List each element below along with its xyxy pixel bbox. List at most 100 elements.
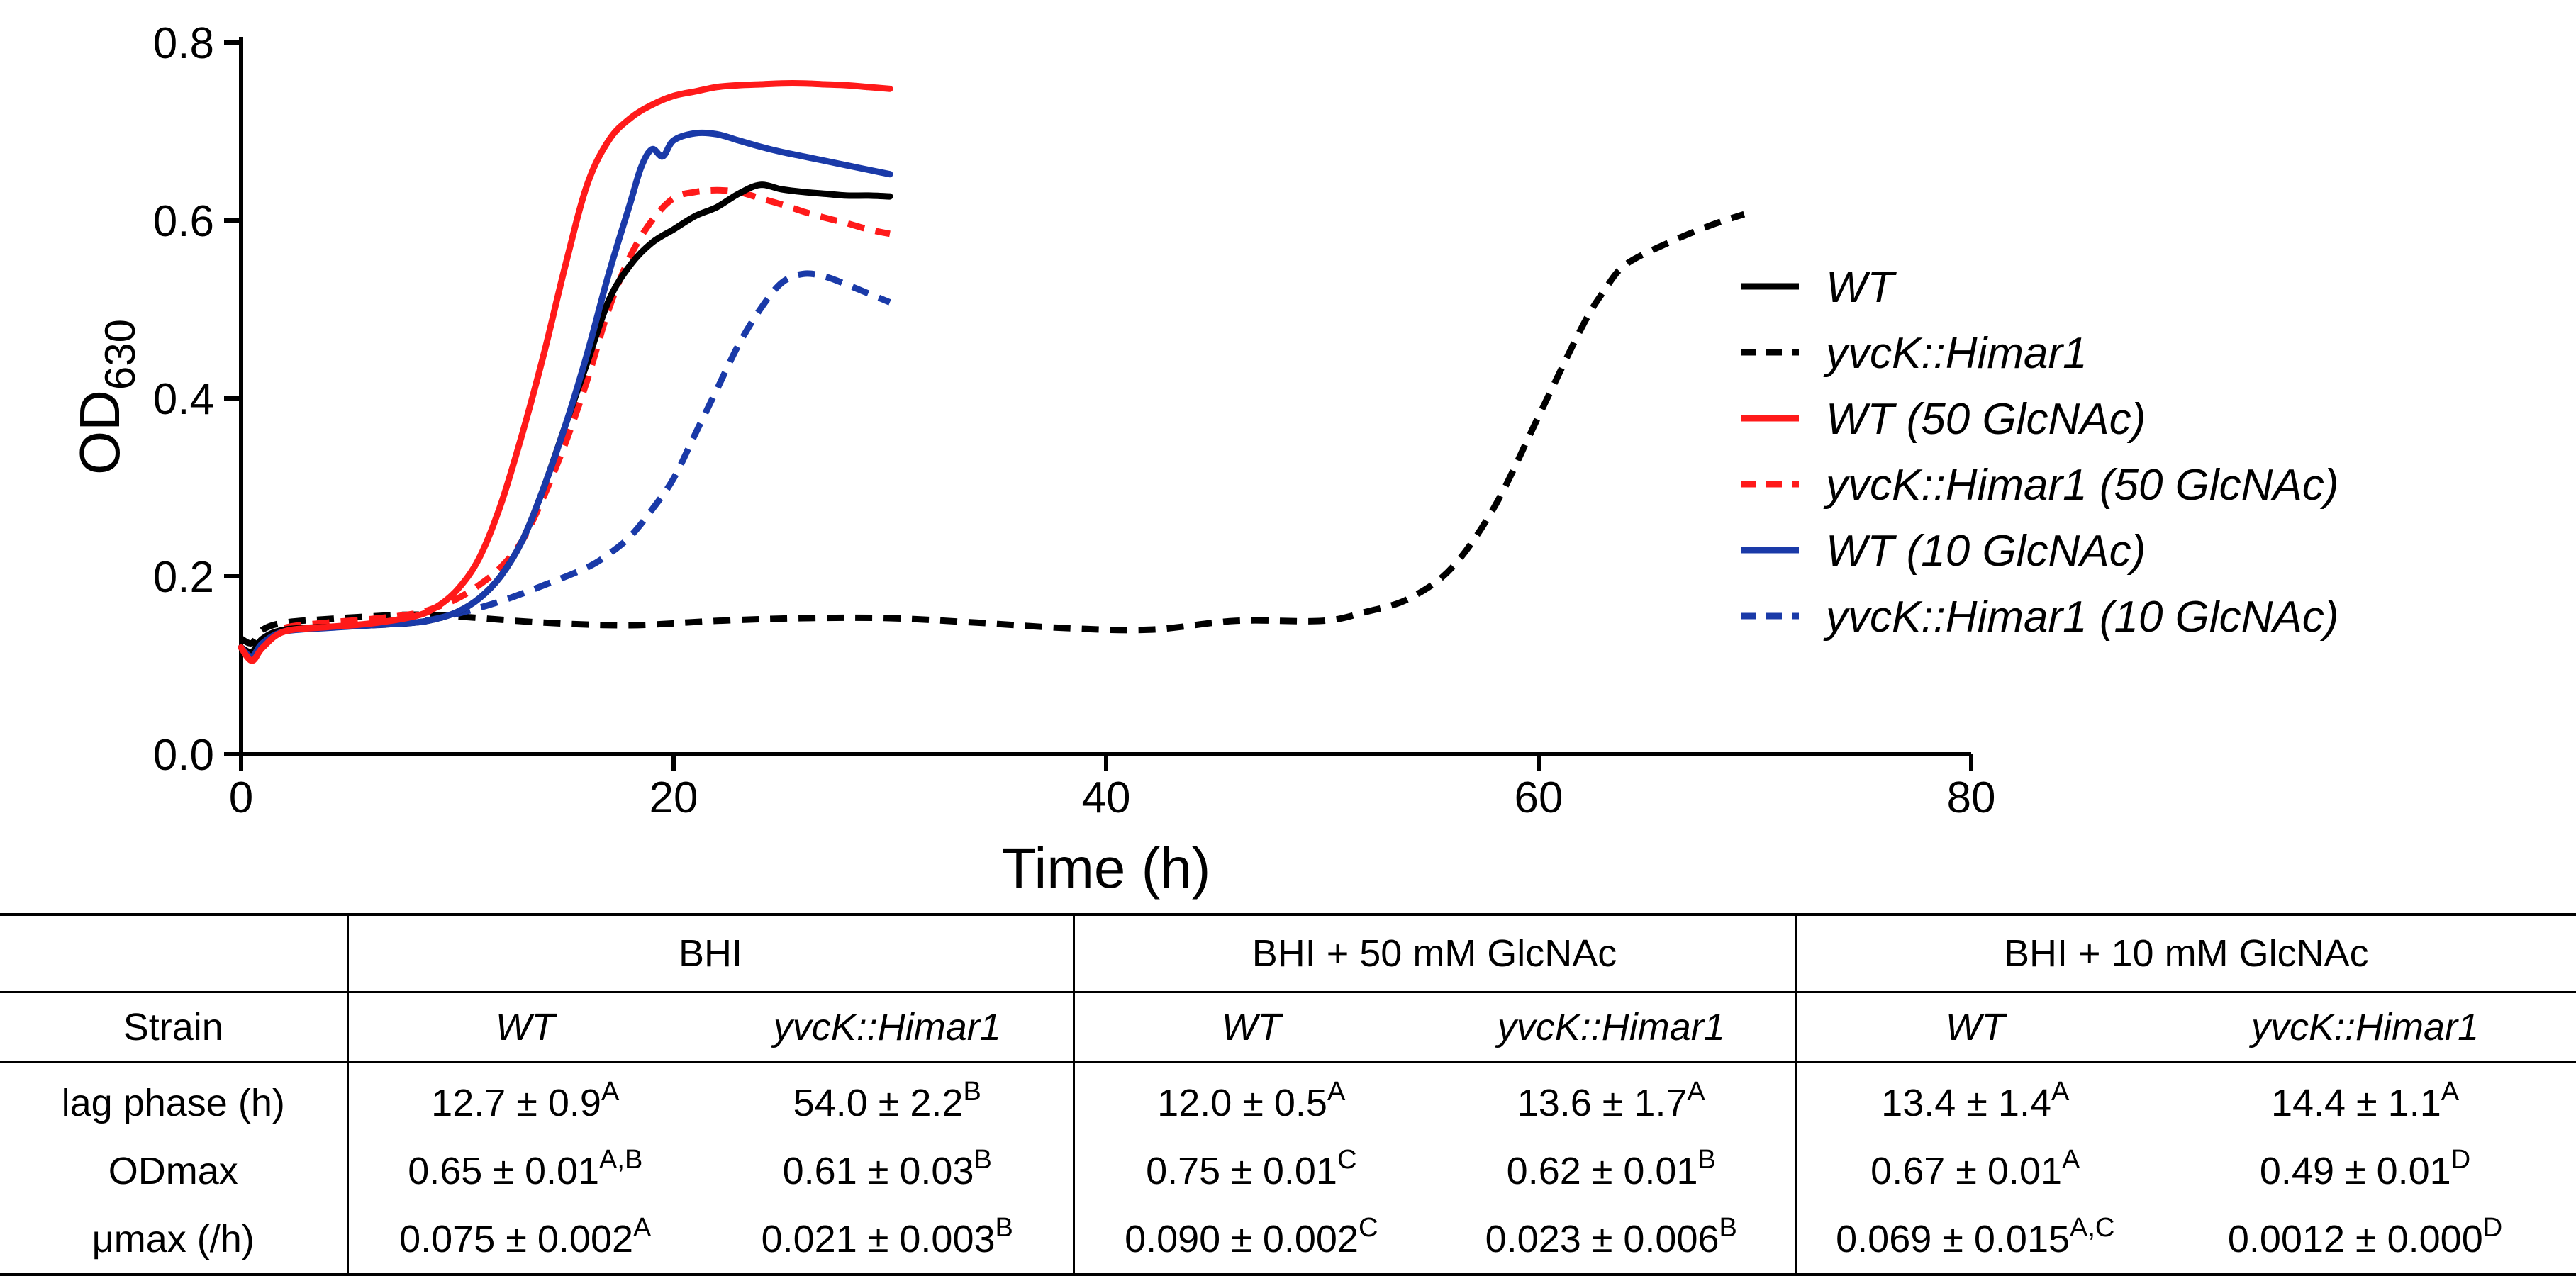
y-axis-title-main: OD [68,390,131,475]
cell-superscript: A [1687,1077,1705,1107]
series-lines [238,80,1746,664]
table-cell: 13.6 ± 1.7A [1428,1063,1795,1138]
cell-value: 14.4 ± 1.1 [2270,1082,2441,1124]
cell-value: 0.069 ± 0.015 [1836,1218,2070,1260]
cell-value: 0.62 ± 0.01 [1506,1150,1698,1192]
strain-header: yvcK::Himar1 [1428,991,1796,1063]
cell-superscript: A [2441,1077,2460,1107]
row-label: ODmax [108,1150,238,1192]
cell-superscript: A [601,1077,620,1107]
condition-header-row: BHI BHI + 50 mM GlcNAc BHI + 10 mM GlcNA… [0,914,2576,992]
table-row-lag-phase: lag phase (h) 12.7 ± 0.9A 54.0 ± 2.2B 12… [0,1062,2576,1138]
legend-label: yvcK::Himar1 [1823,329,2087,378]
empty-corner-cell [0,914,347,992]
cell-superscript: A [2051,1077,2070,1107]
table-cell: 0.49 ± 0.01D [2154,1137,2576,1205]
cell-value: 0.075 ± 0.002 [399,1218,634,1260]
strain-header: yvcK::Himar1 [2154,991,2576,1063]
axis-ticks: 0 20 40 60 80 0.0 0.2 0.4 0.6 0.8 [153,19,1996,822]
table-cell: 14.4 ± 1.1A [2154,1063,2576,1138]
x-tick-label: 40 [1082,773,1131,822]
group-header-bhi-10: BHI + 10 mM GlcNAc [1794,914,2576,992]
cell-value: 0.090 ± 0.002 [1125,1218,1359,1260]
strain-header: WT [1794,991,2155,1063]
cell-value: 0.023 ± 0.006 [1485,1218,1719,1260]
cell-superscript: B [1697,1145,1716,1175]
table-cell: 0.069 ± 0.015A,C [1794,1205,2155,1275]
table-cell: 0.075 ± 0.002A [346,1205,702,1275]
table-cell: 13.4 ± 1.4A [1794,1062,2155,1137]
cell-superscript: A [633,1213,652,1243]
y-tick-label: 0.0 [153,731,214,780]
strain-header: WT [1072,991,1428,1063]
legend-label: WT [1826,263,1897,312]
table-cell: 0.090 ± 0.002C [1072,1205,1428,1275]
group-header-bhi: BHI [346,914,1074,992]
growth-parameters-table: BHI BHI + 50 mM GlcNAc BHI + 10 mM GlcNA… [0,913,2576,1276]
table-cell: 0.0012 ± 0.000D [2154,1205,2576,1275]
cell-superscript: D [2450,1145,2471,1175]
x-tick-label: 60 [1515,773,1563,822]
y-tick-label: 0.6 [153,197,214,246]
cell-superscript: B [963,1077,981,1107]
cell-superscript: B [974,1145,992,1175]
cell-value: 13.6 ± 1.7 [1517,1082,1688,1124]
series-line-yvck-himar1 [239,211,1746,647]
x-tick-label: 80 [1947,773,1996,822]
strain-label: Strain [0,991,347,1063]
strain-header-row: Strain WT yvcK::Himar1 WT yvcK::Himar1 W… [0,991,2576,1063]
cell-value: 12.0 ± 0.5 [1157,1082,1327,1124]
cell-superscript: B [1719,1213,1737,1243]
y-tick-label: 0.4 [153,375,214,424]
row-label: μmax (/h) [91,1218,255,1260]
axes [239,37,1971,756]
y-axis-title-subscript: 630 [96,319,144,390]
cell-value: 0.75 ± 0.01 [1146,1150,1337,1192]
cell-value: 0.49 ± 0.01 [2259,1150,2451,1192]
cell-superscript: C [1358,1213,1378,1243]
series-line-yvck-himar1-10-glcnac [239,270,891,659]
legend-label: WT (50 GlcNAc) [1826,395,2146,444]
x-tick-label: 20 [649,773,698,822]
table-row-odmax: ODmax 0.65 ± 0.01A,B 0.61 ± 0.03B 0.75 ±… [0,1137,2576,1205]
group-header-bhi-50: BHI + 50 mM GlcNAc [1072,914,1796,992]
cell-value: 0.65 ± 0.01 [408,1150,600,1192]
legend-label: yvcK::Himar1 (50 GlcNAc) [1823,461,2338,510]
table-cell: 12.0 ± 0.5A [1072,1062,1428,1137]
cell-value: 0.021 ± 0.003 [761,1218,996,1260]
table-cell: 0.62 ± 0.01B [1428,1137,1795,1205]
table-cell: 54.0 ± 2.2B [702,1063,1074,1138]
row-label: lag phase (h) [61,1082,285,1124]
y-tick-label: 0.8 [153,19,214,68]
table-cell: 0.61 ± 0.03B [702,1137,1074,1205]
cell-value: 13.4 ± 1.4 [1881,1082,2051,1124]
series-line-wt-50-glcnac [238,80,893,664]
table-cell: 0.021 ± 0.003B [702,1205,1074,1275]
cell-value: 54.0 ± 2.2 [793,1082,964,1124]
y-axis-title: OD630 [68,319,144,475]
series-line-yvck-himar1-50-glcnac [239,186,891,659]
table-cell: 0.75 ± 0.01C [1072,1137,1428,1205]
cell-superscript: C [1337,1145,1357,1175]
cell-value: 0.61 ± 0.03 [782,1150,974,1192]
table-cell: 0.67 ± 0.01A [1794,1137,2155,1205]
strain-header: WT [346,991,702,1063]
cell-superscript: A,C [2070,1213,2115,1243]
table-cell: 12.7 ± 0.9A [346,1062,702,1137]
table-cell: 0.023 ± 0.006B [1428,1205,1795,1275]
cell-value: 0.67 ± 0.01 [1870,1150,2062,1192]
growth-curve-chart: 0 20 40 60 800.00.20.40.60.8 Time (h) OD630 … [68,19,2338,900]
y-tick-label: 0.2 [153,553,214,602]
x-axis-title: Time (h) [1002,836,1211,900]
legend-label: yvcK::Himar1 (10 GlcNAc) [1823,593,2338,642]
cell-superscript: D [2482,1213,2503,1243]
x-tick-label: 0 [229,773,253,822]
cell-value: 0.0012 ± 0.000 [2227,1218,2483,1260]
strain-header: yvcK::Himar1 [702,991,1074,1063]
table-cell: 0.65 ± 0.01A,B [346,1137,702,1205]
legend-label: WT (10 GlcNAc) [1826,527,2146,576]
cell-superscript: B [995,1213,1013,1243]
cell-superscript: A [2062,1145,2080,1175]
table-row-mumax: μmax (/h) 0.075 ± 0.002A 0.021 ± 0.003B … [0,1205,2576,1275]
